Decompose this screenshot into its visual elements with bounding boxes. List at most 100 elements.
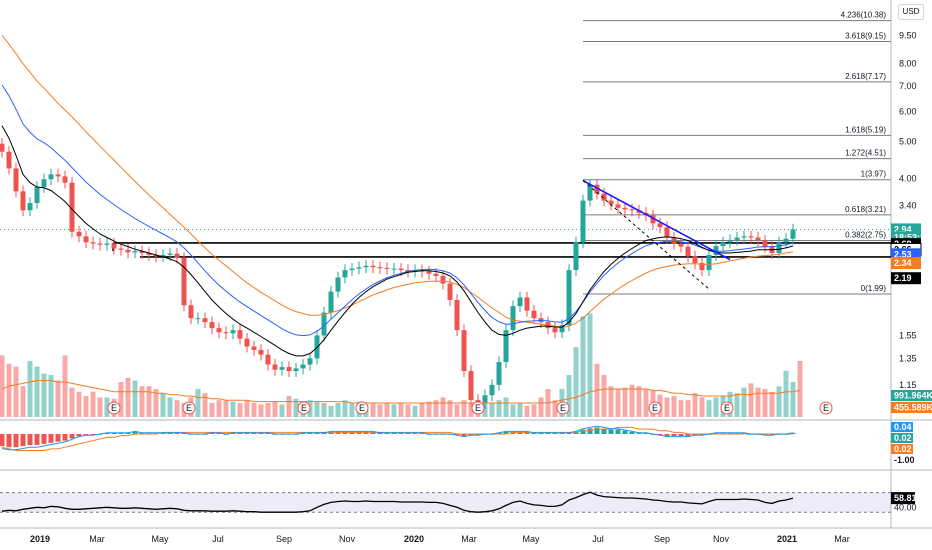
macd-histogram-bar — [468, 434, 474, 436]
volume-bar — [615, 389, 621, 417]
macd-histogram-bar — [692, 434, 698, 436]
volume-bar — [0, 355, 5, 417]
candle-body — [790, 229, 796, 239]
candle-body — [272, 364, 278, 370]
candle-body — [139, 251, 145, 254]
candle-body — [251, 346, 257, 350]
candle-body — [202, 318, 208, 323]
candle-body — [615, 204, 621, 208]
candle-body — [398, 268, 404, 271]
macd-histogram-bar — [559, 432, 565, 434]
volume-bar — [69, 387, 75, 417]
price-tick-label: 1.35 — [899, 353, 917, 363]
macd-histogram-bar — [48, 434, 54, 443]
time-axis-label: Sep — [654, 534, 670, 544]
candle-body — [503, 330, 509, 363]
macd-histogram-bar — [419, 432, 425, 434]
macd-histogram-bar — [118, 432, 124, 434]
macd-histogram-bar — [552, 432, 558, 434]
macd-histogram-bar — [83, 434, 89, 436]
macd-histogram-bar — [531, 432, 537, 434]
candle-body — [433, 273, 439, 276]
candle-body — [132, 251, 138, 253]
candle-body — [734, 237, 740, 240]
macd-histogram-bar — [132, 431, 138, 434]
candle-body — [146, 253, 152, 255]
macd-histogram-bar — [230, 432, 236, 434]
volume-bar — [244, 400, 250, 417]
macd-line — [1, 425, 794, 451]
macd-histogram-bar — [461, 434, 467, 437]
time-axis-label: May — [522, 534, 540, 544]
candle-body — [601, 193, 607, 201]
macd-histogram-bar — [790, 432, 796, 434]
currency-label[interactable]: USD — [898, 4, 924, 20]
candle-body — [0, 143, 5, 152]
volume-bar — [20, 386, 26, 417]
candle-body — [223, 332, 229, 334]
candle-body — [594, 184, 600, 194]
candle-body — [762, 240, 768, 247]
volume-bar — [783, 370, 789, 417]
macd-histogram-bar — [720, 432, 726, 434]
macd-histogram-bar — [153, 432, 159, 434]
candle-body — [244, 338, 250, 347]
earnings-marker: E — [720, 401, 734, 415]
volume-bar — [62, 355, 68, 417]
volume-bar — [608, 386, 614, 417]
volume-bar — [202, 393, 208, 417]
macd-histogram-bar — [377, 432, 383, 434]
price-tag-label: 2.94 — [894, 224, 912, 234]
macd-histogram-bar — [181, 432, 187, 434]
volume-bar — [174, 400, 180, 417]
macd-histogram-bar — [727, 432, 733, 434]
macd-histogram-bar — [503, 431, 509, 434]
candle-body — [650, 215, 656, 224]
candle-body — [475, 399, 481, 404]
macd-axis-label: 0.02 — [894, 433, 912, 443]
macd-axis-label: 0.04 — [894, 422, 912, 432]
candle-body — [426, 271, 432, 274]
candle-body — [608, 200, 614, 205]
volume-bar — [482, 401, 488, 417]
macd-histogram-bar — [699, 434, 705, 436]
fib-level-label: 4.236(10.38) — [841, 11, 887, 20]
candle-body — [377, 267, 383, 269]
volume-bar — [251, 403, 257, 417]
volume-bar — [601, 375, 607, 417]
earnings-marker-label: E — [652, 403, 658, 413]
macd-histogram-bar — [601, 428, 607, 434]
candle-body — [76, 231, 82, 237]
volume-bar — [538, 397, 544, 417]
price-tick-label: 3.40 — [899, 200, 917, 210]
fib-level-label: 1(3.97) — [861, 170, 887, 179]
macd-histogram-bar — [384, 432, 390, 434]
candle-body — [552, 328, 558, 333]
macd-tag — [891, 433, 913, 443]
macd-histogram-bar — [307, 432, 313, 434]
candle-body — [489, 384, 495, 396]
candle-body — [293, 368, 299, 372]
volume-bar — [797, 361, 803, 417]
candle-body — [335, 277, 341, 292]
volume-bar — [573, 347, 579, 417]
volume-bar — [370, 403, 376, 417]
candle-body — [48, 174, 54, 180]
earnings-marker: E — [648, 401, 662, 415]
macd-histogram-bar — [713, 432, 719, 434]
volume-bar — [349, 403, 355, 417]
macd-histogram-bar — [209, 432, 215, 434]
fib-level-label: 1.618(5.19) — [845, 125, 886, 134]
time-axis-label: Mar — [461, 534, 477, 544]
price-tick-label: 5.00 — [899, 137, 917, 147]
time-axis-label: Mar — [834, 534, 850, 544]
candle-body — [328, 291, 334, 313]
macd-histogram-bar — [69, 434, 75, 439]
volume-bar — [405, 404, 411, 417]
volume-bar — [83, 396, 89, 417]
earnings-marker-label: E — [475, 403, 481, 413]
volume-bar — [342, 400, 348, 417]
candle-body — [111, 243, 117, 249]
time-axis-label: Nov — [339, 534, 356, 544]
